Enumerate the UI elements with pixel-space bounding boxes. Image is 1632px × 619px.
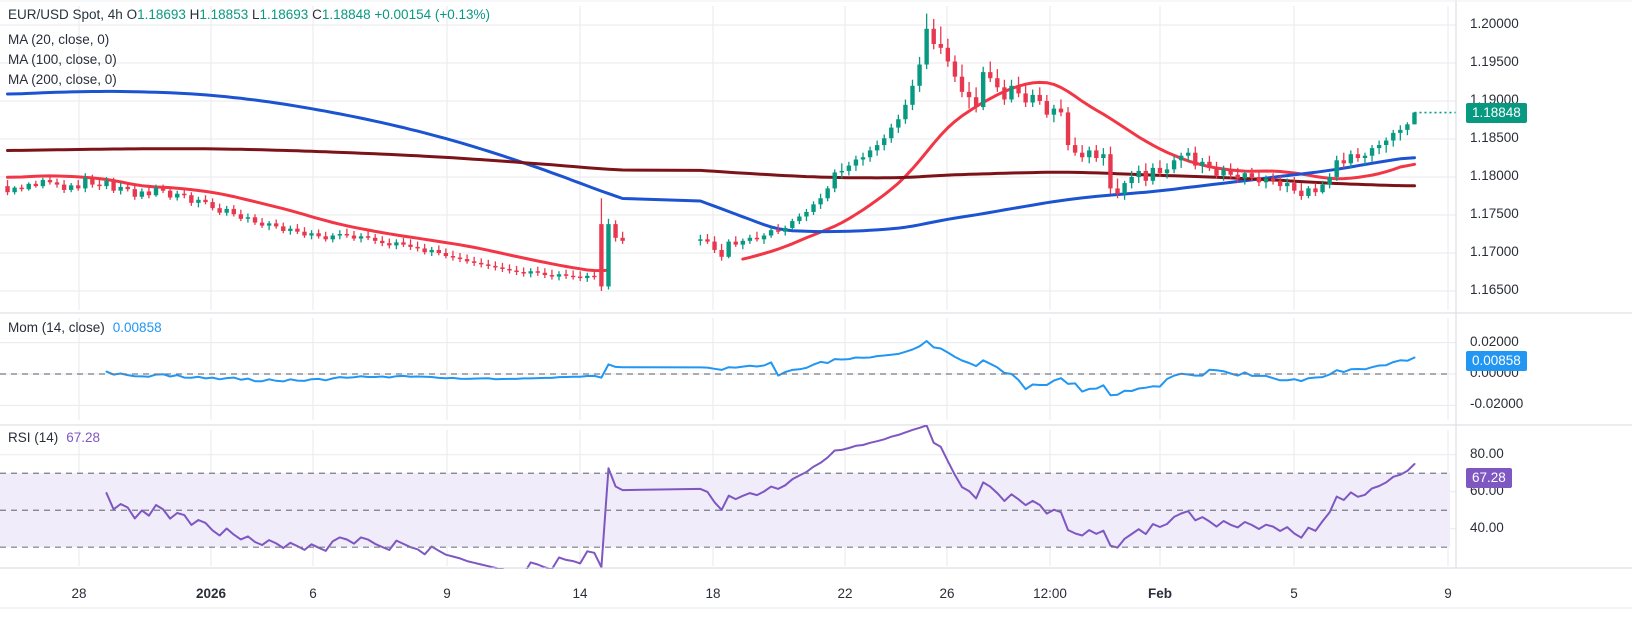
rsi-overbought-oversold-band — [0, 473, 1450, 548]
moving-average-lines — [6, 80, 1416, 273]
rsi-series — [105, 425, 1416, 569]
momentum-series — [105, 340, 1416, 397]
candlestick-series — [5, 13, 1417, 291]
momentum-badge: 0.00858 — [1466, 350, 1527, 371]
panel-separators — [0, 312, 1632, 426]
rsi-badge: 67.28 — [1466, 468, 1512, 489]
price-badge: 1.18848 — [1466, 102, 1527, 123]
